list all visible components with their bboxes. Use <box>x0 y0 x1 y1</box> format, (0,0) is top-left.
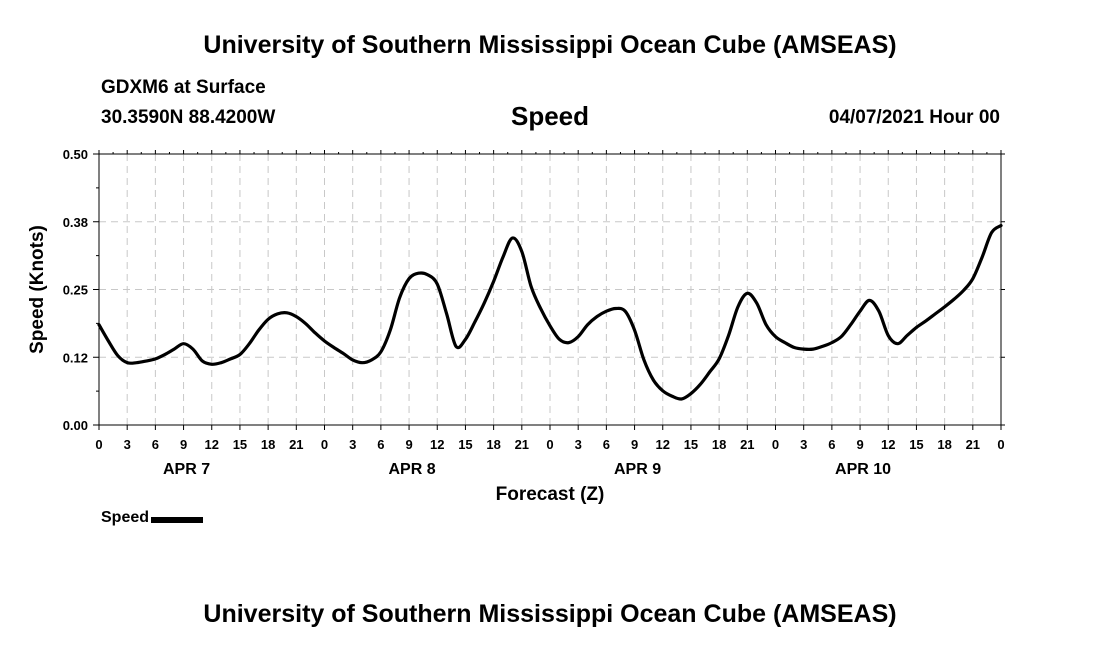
y-tick-label: 0.38 <box>63 215 88 230</box>
day-label: APR 10 <box>835 461 891 478</box>
x-tick-label: 3 <box>124 437 131 452</box>
x-tick-label: 15 <box>458 437 472 452</box>
x-tick-label: 6 <box>377 437 384 452</box>
x-tick-label: 0 <box>997 437 1004 452</box>
x-axis-title: Forecast (Z) <box>496 484 605 505</box>
day-label: APR 8 <box>389 461 436 478</box>
x-tick-label: 12 <box>205 437 219 452</box>
x-tick-label: 12 <box>430 437 444 452</box>
x-tick-label: 3 <box>575 437 582 452</box>
x-tick-label: 0 <box>95 437 102 452</box>
x-tick-label: 9 <box>180 437 187 452</box>
x-tick-label: 3 <box>349 437 356 452</box>
station-label: GDXM6 at Surface <box>101 77 266 98</box>
x-tick-label: 21 <box>740 437 754 452</box>
x-tick-label: 15 <box>684 437 698 452</box>
x-tick-label: 0 <box>772 437 779 452</box>
x-tick-label: 9 <box>856 437 863 452</box>
x-tick-label: 18 <box>937 437 951 452</box>
x-tick-label: 9 <box>405 437 412 452</box>
coordinates-label: 30.3590N 88.4200W <box>101 107 276 128</box>
x-tick-label: 3 <box>800 437 807 452</box>
footer-title: University of Southern Mississippi Ocean… <box>203 600 897 628</box>
page-title: University of Southern Mississippi Ocean… <box>203 31 897 59</box>
legend-line-swatch <box>151 517 204 523</box>
speed-series-line <box>97 223 1003 401</box>
x-tick-label: 21 <box>515 437 529 452</box>
legend-label: Speed <box>101 509 150 526</box>
day-label: APR 7 <box>163 461 210 478</box>
x-tick-label: 12 <box>656 437 670 452</box>
y-tick-label: 0.00 <box>63 418 88 433</box>
x-tick-label: 21 <box>966 437 980 452</box>
chart-title: Speed <box>510 101 590 131</box>
x-tick-label: 15 <box>233 437 247 452</box>
y-tick-label: 0.12 <box>63 350 88 365</box>
x-tick-label: 6 <box>603 437 610 452</box>
x-tick-label: 12 <box>881 437 895 452</box>
x-tick-label: 0 <box>546 437 553 452</box>
x-tick-label: 6 <box>152 437 159 452</box>
day-label: APR 9 <box>614 461 661 478</box>
x-tick-label: 18 <box>261 437 275 452</box>
y-axis-title: Speed (Knots) <box>27 225 48 354</box>
x-tick-label: 15 <box>909 437 923 452</box>
x-tick-label: 9 <box>631 437 638 452</box>
x-tick-label: 21 <box>289 437 303 452</box>
legend: Speed <box>101 509 204 527</box>
y-tick-label: 0.25 <box>63 283 88 298</box>
forecast-datetime: 04/07/2021 Hour 00 <box>828 107 1000 128</box>
x-tick-label: 0 <box>321 437 328 452</box>
x-tick-label: 6 <box>828 437 835 452</box>
x-tick-label: 18 <box>712 437 726 452</box>
x-tick-label: 18 <box>486 437 500 452</box>
y-tick-label: 0.50 <box>63 147 88 162</box>
